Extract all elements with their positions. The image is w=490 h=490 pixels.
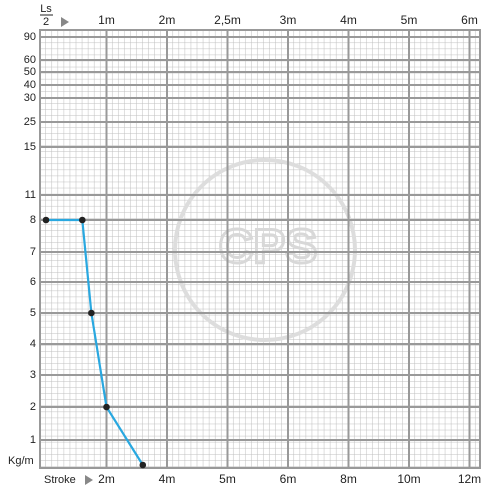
- y-tick-label: 6: [30, 276, 36, 288]
- x2-tick-label: 4m: [340, 13, 357, 27]
- x-tick-label: 5m: [219, 472, 236, 486]
- y-tick-label: 25: [24, 116, 36, 128]
- y-tick-label: 15: [24, 141, 36, 153]
- y-tick-label: 50: [24, 66, 36, 78]
- point: [42, 216, 50, 224]
- y-tick-label: 40: [24, 79, 36, 91]
- x2-label-den: 2: [43, 16, 49, 28]
- x-tick-label: 6m: [280, 472, 297, 486]
- y-tick-label: 2: [30, 401, 36, 413]
- x2-tick-label: 6m: [461, 13, 478, 27]
- x-tick-label: 8m: [340, 472, 357, 486]
- watermark: CPS: [219, 221, 318, 274]
- x-tick-label: 4m: [159, 472, 176, 486]
- y-tick-label: 30: [24, 92, 36, 104]
- y-axis-label: Kg/m: [8, 455, 34, 467]
- x-tick-label: 10m: [397, 472, 420, 486]
- y-tick-label: 11: [25, 189, 36, 201]
- x2-tick-label: 3m: [280, 13, 297, 27]
- x-tick-label: 12m: [458, 472, 481, 486]
- point: [139, 461, 147, 469]
- y-tick-label: 4: [30, 338, 36, 350]
- watermark-ring: [173, 158, 357, 342]
- x2-label-num: Ls: [40, 3, 52, 15]
- y-tick-label: 3: [30, 369, 36, 381]
- point: [88, 309, 95, 317]
- x2-tick-label: 2m: [159, 13, 176, 27]
- x-tick-label: 2m: [98, 472, 115, 486]
- y-tick-label: 60: [24, 54, 36, 66]
- y-tick-label: 7: [30, 246, 36, 258]
- plot-area: [39, 29, 481, 469]
- y-tick-label: 8: [30, 214, 36, 226]
- x2-tick-label: 1m: [98, 13, 115, 27]
- point: [103, 403, 110, 411]
- y-tick-label: 1: [30, 434, 36, 446]
- arrow: [61, 17, 69, 27]
- y-tick-label: 90: [24, 31, 36, 43]
- x2-tick-label: 5m: [401, 13, 418, 27]
- y-tick-label: 5: [30, 307, 36, 319]
- arrow: [85, 475, 93, 485]
- point: [79, 216, 86, 224]
- x-axis-label: Stroke: [44, 474, 76, 486]
- x2-tick-label: 2,5m: [214, 13, 241, 27]
